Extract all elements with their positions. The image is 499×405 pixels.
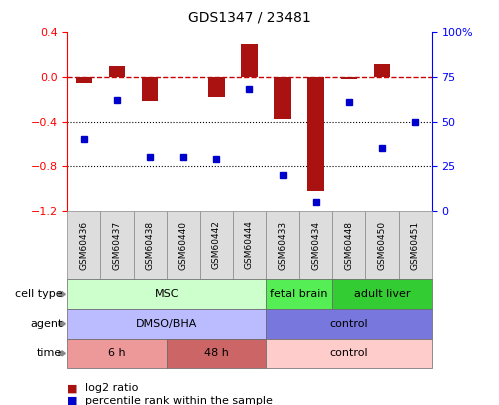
Text: log2 ratio: log2 ratio <box>85 384 138 393</box>
Bar <box>109 66 125 77</box>
Text: GSM60444: GSM60444 <box>245 221 254 269</box>
Text: GSM60436: GSM60436 <box>79 220 88 270</box>
Text: 48 h: 48 h <box>204 348 229 358</box>
Text: GSM60433: GSM60433 <box>278 220 287 270</box>
Text: GSM60448: GSM60448 <box>344 221 353 269</box>
Text: GSM60434: GSM60434 <box>311 221 320 269</box>
Text: control: control <box>329 348 368 358</box>
Text: control: control <box>329 319 368 329</box>
Text: ■: ■ <box>67 384 78 393</box>
Text: GSM60437: GSM60437 <box>113 220 122 270</box>
Text: 6 h: 6 h <box>108 348 126 358</box>
Text: cell type: cell type <box>15 289 62 299</box>
Bar <box>142 77 159 102</box>
Bar <box>241 44 258 77</box>
Text: GDS1347 / 23481: GDS1347 / 23481 <box>188 10 311 24</box>
Text: ■: ■ <box>67 396 78 405</box>
Text: DMSO/BHA: DMSO/BHA <box>136 319 198 329</box>
Text: fetal brain: fetal brain <box>270 289 328 299</box>
Bar <box>307 77 324 191</box>
Text: agent: agent <box>30 319 62 329</box>
Text: GSM60442: GSM60442 <box>212 221 221 269</box>
Text: GSM60451: GSM60451 <box>411 220 420 270</box>
Text: GSM60450: GSM60450 <box>377 220 386 270</box>
Bar <box>208 77 225 97</box>
Bar <box>340 77 357 79</box>
Bar <box>374 64 390 77</box>
Text: GSM60440: GSM60440 <box>179 221 188 269</box>
Text: percentile rank within the sample: percentile rank within the sample <box>85 396 273 405</box>
Text: MSC: MSC <box>155 289 179 299</box>
Bar <box>274 77 291 119</box>
Text: adult liver: adult liver <box>354 289 410 299</box>
Bar <box>76 77 92 83</box>
Text: GSM60438: GSM60438 <box>146 220 155 270</box>
Text: time: time <box>37 348 62 358</box>
